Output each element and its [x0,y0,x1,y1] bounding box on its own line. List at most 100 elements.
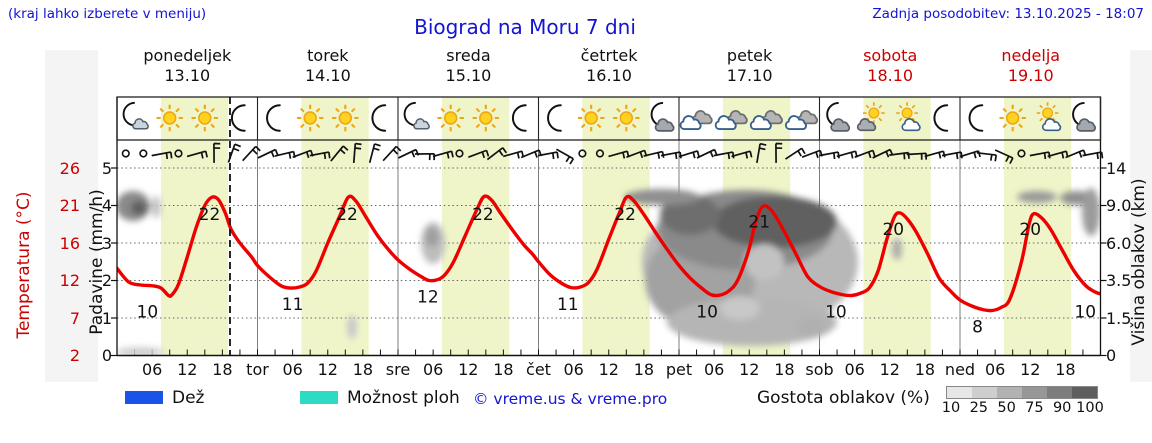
time-tick-label: 18 [1055,360,1076,379]
wind-barb-icon [227,143,242,163]
day-header-petek: petek 17.10 [726,46,773,85]
time-tick-label: 06 [844,360,865,379]
cloud-density-gradient-bar [946,386,1098,399]
time-tick-label: 18 [493,360,514,379]
wind-barb-icon [775,142,783,163]
precip-tick: 5 [101,158,112,178]
cloud-blob [796,316,828,338]
cloud-blob [624,189,700,205]
cloudheight-tick: 0 [1106,346,1117,365]
last-update-text: Zadnja posodobitev: 13.10.2025 - 18:07 [872,6,1144,22]
cloud-density-legend-label: Gostota oblakov (%) [757,388,930,408]
time-tick-label: 12 [598,360,619,379]
temp-point-label: 22 [199,205,221,225]
cloud-blob [713,196,837,248]
weather-icon-sun [332,105,358,131]
density-tick-label: 90 [1052,400,1072,416]
time-tick-label: 12 [879,360,900,379]
temp-point-label: 11 [282,295,304,315]
time-tick-label: 06 [141,360,163,379]
day-abbrev-label: pet [665,360,693,379]
wind-barb-icon [330,145,349,162]
temp-point-label: 20 [1019,220,1041,240]
daylight-band [160,97,229,356]
weather-icon-moon [267,105,280,131]
copyright-link[interactable]: © vreme.us & vreme.pro [473,390,668,408]
precip-tick: 4 [101,196,112,215]
weather-icon-moon-gray-cloud [652,103,674,131]
menu-hint-text: (kraj lahko izberete v meniju) [8,6,207,22]
weather-icon-moon [513,105,526,131]
density-segment [1047,387,1072,398]
wind-barb-icon [352,142,362,163]
cloud-blob [660,195,720,235]
weather-icon-sun [473,105,499,131]
wind-barb-icon [1082,151,1104,160]
wind-calm-icon [121,149,130,158]
time-tick-label: 12 [458,360,479,379]
temperature-point-labels: 10 22 11 22 12 22 11 22 10 21 10 20 8 20 10 [137,205,1096,338]
temp-tick: 26 [59,158,80,178]
weather-icon-sun [192,105,218,131]
wind-barb-icon [382,145,402,162]
wind-barb-icon [556,148,575,165]
precip-tick: 3 [101,233,112,253]
weather-icon-moon [970,105,983,131]
cloud-blob [151,196,161,218]
wind-calm-icon [174,149,183,158]
weather-icon-sun [297,105,323,131]
cloudheight-tick: 14 [1106,158,1127,178]
precip-tick: 1 [101,308,112,328]
cloudheight-tick: 1.5 [1106,308,1132,328]
wind-barb-icon [756,142,767,164]
weather-icon-moon [934,105,947,131]
precip-tick: 0 [101,346,112,365]
cloudheight-tick: 3.5 [1106,271,1132,290]
time-tick-label: 18 [212,360,233,379]
wind-barbs-row [121,142,1104,165]
cloudheight-tick: 6.0 [1106,233,1132,253]
day-abbrev-label: ned [944,360,976,379]
rain-legend-label: Dež [172,388,205,408]
cloud-blob [892,238,902,260]
wind-barb-icon [537,151,559,160]
time-tick-label: 06 [563,360,584,379]
day-header-sobota: sobota 18.10 [863,46,918,85]
right-margin-band [1130,50,1152,382]
cloud-blob [347,315,357,339]
day-header-torek: torek 14.10 [304,46,351,85]
density-segment [997,387,1022,398]
weather-icon-two-clouds [681,111,712,129]
time-tick-label: 06 [422,360,444,379]
temp-point-label: 8 [972,318,983,338]
wind-barb-icon [274,150,296,159]
temp-point-label: 22 [472,205,494,225]
wind-barb-icon [186,150,208,159]
time-tick-label: 12 [177,360,198,379]
temp-tick: 12 [59,271,80,290]
weather-icon-sun [578,105,604,131]
temp-tick: 7 [69,308,80,328]
wind-barb-icon [151,151,173,160]
wind-barb-icon [213,142,221,163]
weather-icon-moon [372,105,385,131]
time-tick-label: 12 [1020,360,1041,379]
weather-icon-moon-small-cloud [124,103,149,129]
wind-calm-icon [139,149,148,158]
wind-barb-icon [257,148,279,159]
precip-tick: 2 [101,271,112,290]
density-segment [1022,387,1047,398]
wind-barb-icon [432,150,454,159]
density-tick-label: 10 [941,400,961,416]
cloud-blob [117,347,164,357]
temp-point-label: 22 [614,205,636,225]
day-header-nedelja: nedelja 19.10 [1001,46,1061,85]
day-abbrev-label: čet [526,360,551,379]
wind-barb-icon [994,149,1014,164]
cloud-blob [425,227,439,247]
day-abbrev-label: tor [246,360,269,379]
wind-calm-icon [1017,149,1026,158]
day-header-sreda: sreda 15.10 [445,46,492,85]
cloud-blob [131,201,147,215]
temp-point-label: 10 [137,303,159,323]
